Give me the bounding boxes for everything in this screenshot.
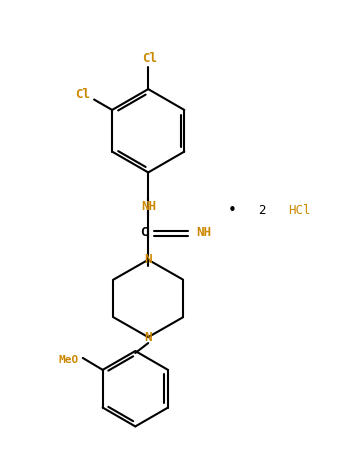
Text: NH: NH [142, 200, 157, 213]
Text: HCl: HCl [288, 204, 310, 217]
Text: Cl: Cl [142, 52, 157, 65]
Text: 2: 2 [259, 204, 266, 217]
Text: MeO: MeO [59, 355, 79, 365]
Text: C: C [140, 227, 148, 239]
Text: N: N [145, 330, 152, 344]
Text: N: N [145, 253, 152, 266]
Text: NH: NH [196, 227, 211, 239]
Text: •: • [228, 202, 237, 218]
Text: Cl: Cl [75, 88, 90, 101]
